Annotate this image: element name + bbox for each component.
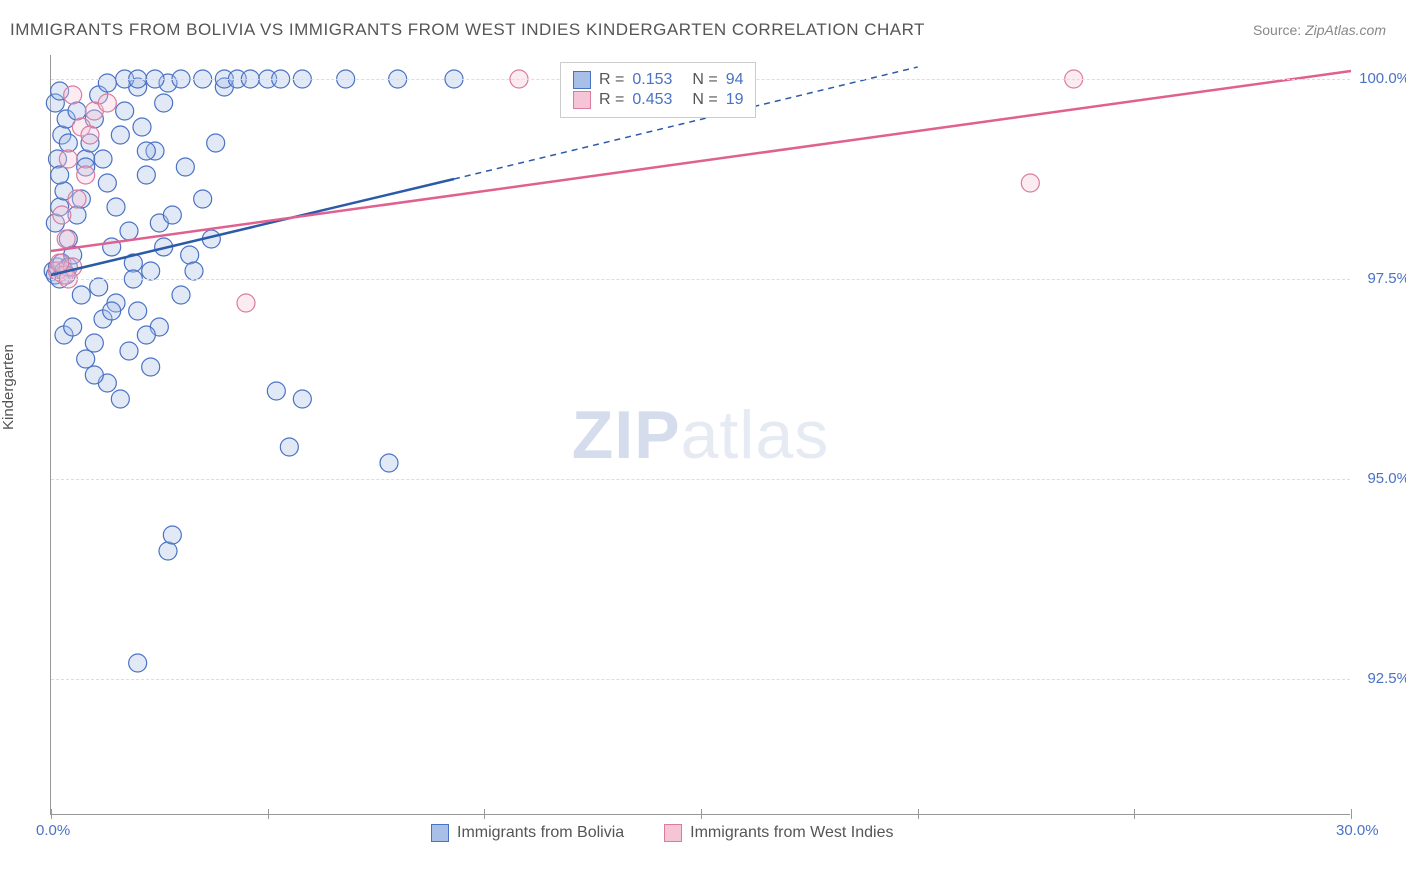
ytick-label: 97.5% (1367, 270, 1406, 287)
data-point (1021, 174, 1039, 192)
data-point (77, 350, 95, 368)
data-point (103, 302, 121, 320)
tick-x (701, 809, 702, 819)
data-point (293, 390, 311, 408)
legend-swatch (431, 824, 449, 842)
data-point (185, 262, 203, 280)
data-point (59, 150, 77, 168)
legend-series-name: Immigrants from West Indies (690, 824, 893, 842)
data-point (163, 206, 181, 224)
data-point (237, 294, 255, 312)
tick-x (268, 809, 269, 819)
data-point (267, 382, 285, 400)
data-point (98, 174, 116, 192)
data-point (98, 94, 116, 112)
data-point (155, 94, 173, 112)
data-point (194, 190, 212, 208)
y-axis-label: Kindergarten (0, 344, 17, 430)
chart-svg (51, 55, 1350, 814)
data-point (57, 230, 75, 248)
data-point (68, 190, 86, 208)
data-point (64, 86, 82, 104)
data-point (77, 166, 95, 184)
legend-n-label: N = (692, 71, 717, 89)
legend-top: R = 0.153 N = 94 R = 0.453 N = 19 (560, 62, 756, 118)
data-point (107, 198, 125, 216)
data-point (94, 150, 112, 168)
tick-x (484, 809, 485, 819)
data-point (280, 438, 298, 456)
data-point (181, 246, 199, 264)
data-point (120, 222, 138, 240)
legend-r-value: 0.153 (632, 71, 684, 89)
legend-bottom-item: Immigrants from Bolivia (431, 824, 624, 842)
data-point (111, 390, 129, 408)
data-point (116, 102, 134, 120)
plot-area: ZIPatlas Immigrants from BoliviaImmigran… (50, 55, 1350, 815)
data-point (59, 134, 77, 152)
data-point (51, 166, 69, 184)
data-point (129, 302, 147, 320)
legend-n-value: 94 (726, 71, 744, 89)
data-point (129, 654, 147, 672)
data-point (64, 318, 82, 336)
data-point (72, 286, 90, 304)
legend-r-label: R = (599, 71, 624, 89)
data-point (137, 326, 155, 344)
legend-row: R = 0.153 N = 94 (573, 71, 743, 89)
data-point (142, 358, 160, 376)
source-prefix: Source: (1253, 22, 1305, 38)
data-point (53, 206, 71, 224)
xtick-label: 0.0% (36, 822, 70, 839)
source-attribution: Source: ZipAtlas.com (1253, 22, 1386, 38)
data-point (163, 526, 181, 544)
data-point (142, 262, 160, 280)
data-point (120, 342, 138, 360)
legend-swatch (573, 91, 591, 109)
legend-r-value: 0.453 (632, 91, 684, 109)
legend-series-name: Immigrants from Bolivia (457, 824, 624, 842)
legend-swatch (664, 824, 682, 842)
ytick-label: 100.0% (1359, 70, 1406, 87)
tick-x (51, 809, 52, 819)
legend-swatch (573, 71, 591, 89)
tick-x (1134, 809, 1135, 819)
gridline-h (51, 479, 1350, 480)
ytick-label: 95.0% (1367, 470, 1406, 487)
data-point (85, 334, 103, 352)
data-point (68, 102, 86, 120)
data-point (133, 118, 151, 136)
data-point (51, 254, 69, 272)
chart-title: IMMIGRANTS FROM BOLIVIA VS IMMIGRANTS FR… (10, 20, 925, 40)
data-point (159, 542, 177, 560)
legend-n-value: 19 (726, 91, 744, 109)
data-point (176, 158, 194, 176)
data-point (380, 454, 398, 472)
legend-bottom: Immigrants from Bolivia Immigrants from W… (431, 824, 893, 842)
data-point (137, 142, 155, 160)
source-link[interactable]: ZipAtlas.com (1305, 22, 1386, 38)
data-point (98, 74, 116, 92)
tick-x (1351, 809, 1352, 819)
tick-x (918, 809, 919, 819)
data-point (85, 366, 103, 384)
data-point (137, 166, 155, 184)
xtick-label: 30.0% (1336, 822, 1379, 839)
legend-n-label: N = (692, 91, 717, 109)
data-point (111, 126, 129, 144)
gridline-h (51, 279, 1350, 280)
legend-r-label: R = (599, 91, 624, 109)
trend-line (51, 179, 454, 275)
data-point (207, 134, 225, 152)
ytick-label: 92.5% (1367, 670, 1406, 687)
legend-bottom-item: Immigrants from West Indies (664, 824, 893, 842)
data-point (90, 278, 108, 296)
data-point (81, 126, 99, 144)
legend-row: R = 0.453 N = 19 (573, 91, 743, 109)
data-point (172, 286, 190, 304)
gridline-h (51, 679, 1350, 680)
